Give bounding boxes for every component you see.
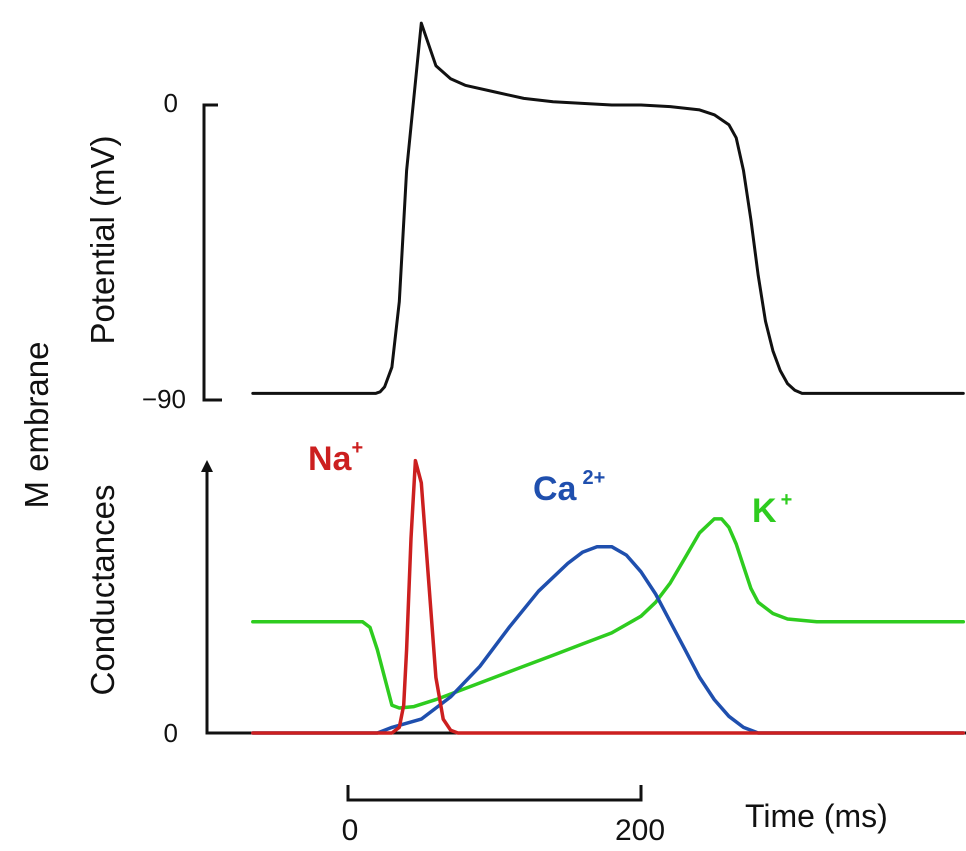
time-scale-start: 0 (342, 814, 359, 847)
na-label-sup: + (351, 437, 363, 459)
potential-axis-bracket (202, 103, 222, 402)
ca-label-sup: 2+ (582, 467, 605, 489)
ca-conductance-trace (251, 544, 966, 735)
time-axis-label: Time (ms) (745, 798, 888, 834)
na-label: Na+ (308, 437, 363, 478)
time-scale-end: 200 (615, 814, 665, 847)
ytick-0-mV: 0 (164, 88, 178, 118)
ylabel-potential: Potential (mV) (84, 135, 121, 344)
ytick-minus-90-mV: −90 (142, 384, 186, 414)
k-label: K + (752, 489, 792, 530)
k-conductance-trace (251, 517, 966, 710)
na-label-text: Na (308, 440, 353, 478)
time-scale-bar (346, 785, 643, 802)
ytick-0-conductance: 0 (164, 718, 178, 748)
membrane-potential-trace (251, 21, 965, 395)
k-label-sup: + (781, 489, 793, 511)
ylabel-membrane: M embrane (18, 342, 55, 509)
k-label-text: K (752, 492, 777, 530)
conductance-axis (205, 470, 966, 735)
conductance-axis-arrowhead (201, 460, 213, 472)
na-conductance-trace (251, 458, 966, 735)
ylabel-conductances: Conductances (84, 485, 121, 696)
ca-label-text: Ca (533, 470, 578, 508)
ca-label: Ca 2+ (533, 467, 605, 508)
